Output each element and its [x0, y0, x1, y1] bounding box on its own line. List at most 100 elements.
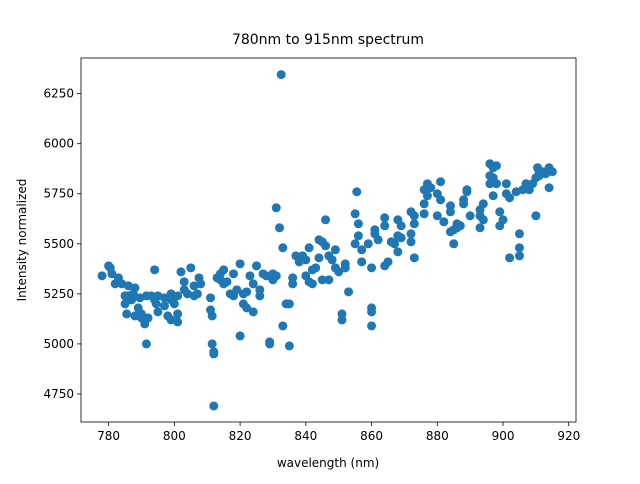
point	[344, 287, 354, 297]
point	[245, 271, 255, 281]
y-tick-label: 6000	[43, 137, 74, 151]
point	[275, 223, 285, 233]
point	[232, 285, 242, 295]
point	[321, 241, 331, 251]
y-tick-label: 5250	[43, 287, 74, 301]
point	[248, 307, 258, 317]
x-tick-label: 780	[97, 429, 120, 443]
point	[150, 265, 160, 275]
point	[284, 341, 294, 351]
point	[514, 243, 524, 253]
point	[409, 253, 419, 263]
point	[136, 309, 146, 319]
point	[531, 211, 541, 221]
point	[255, 285, 265, 295]
point	[235, 331, 245, 341]
point	[271, 203, 281, 213]
point	[196, 279, 206, 289]
point	[209, 349, 219, 359]
y-tick-label: 4750	[43, 387, 74, 401]
point	[367, 263, 377, 273]
point	[324, 275, 334, 285]
point	[436, 177, 446, 187]
point	[122, 309, 132, 319]
point	[242, 287, 252, 297]
point	[501, 179, 511, 189]
point	[373, 235, 383, 245]
point	[505, 193, 515, 203]
point	[252, 261, 262, 271]
point	[169, 299, 179, 309]
point	[514, 251, 524, 261]
y-axis-label: Intensity normalized	[15, 179, 29, 302]
point	[159, 301, 169, 311]
point	[547, 167, 557, 177]
point	[363, 239, 373, 249]
point	[340, 263, 350, 273]
point	[495, 207, 505, 217]
point	[235, 259, 245, 269]
point	[459, 199, 469, 209]
point	[478, 215, 488, 225]
point	[265, 337, 275, 347]
point	[370, 225, 380, 235]
point	[465, 211, 475, 221]
point	[327, 255, 337, 265]
point	[449, 239, 459, 249]
point	[173, 309, 183, 319]
point	[436, 195, 446, 205]
point	[278, 243, 288, 253]
x-tick-label: 840	[294, 429, 317, 443]
point	[422, 191, 432, 201]
point	[390, 239, 400, 249]
point	[350, 209, 360, 219]
point	[143, 313, 153, 323]
point	[498, 215, 508, 225]
y-tick-label: 5750	[43, 187, 74, 201]
point	[307, 279, 317, 289]
point	[337, 315, 347, 325]
point	[505, 253, 515, 263]
point	[206, 293, 216, 303]
point	[396, 233, 406, 243]
point	[120, 299, 130, 309]
y-tick-label: 6250	[43, 87, 74, 101]
point	[350, 239, 360, 249]
plot-frame	[80, 57, 577, 423]
point	[176, 267, 186, 277]
point	[491, 179, 501, 189]
point	[207, 339, 217, 349]
point	[179, 277, 189, 287]
point	[406, 229, 416, 239]
point	[314, 253, 324, 263]
point	[219, 265, 229, 275]
x-tick-label: 800	[163, 429, 186, 443]
y-tick-label: 5500	[43, 237, 74, 251]
point	[229, 269, 239, 279]
point	[186, 263, 196, 273]
point	[439, 217, 449, 227]
point	[173, 291, 183, 301]
point	[432, 211, 442, 221]
x-tick-label: 880	[426, 429, 449, 443]
point	[301, 255, 311, 265]
point	[107, 269, 117, 279]
point	[409, 211, 419, 221]
point	[242, 303, 252, 313]
point	[207, 311, 217, 321]
point	[173, 317, 183, 327]
x-tick-label: 860	[360, 429, 383, 443]
x-tick-label: 820	[229, 429, 252, 443]
point	[321, 215, 331, 225]
point	[222, 277, 232, 287]
point	[544, 183, 554, 193]
point	[426, 183, 436, 193]
point	[334, 267, 344, 277]
point	[409, 219, 419, 229]
point	[284, 299, 294, 309]
point	[248, 279, 258, 289]
point	[209, 401, 219, 411]
point	[419, 209, 429, 219]
